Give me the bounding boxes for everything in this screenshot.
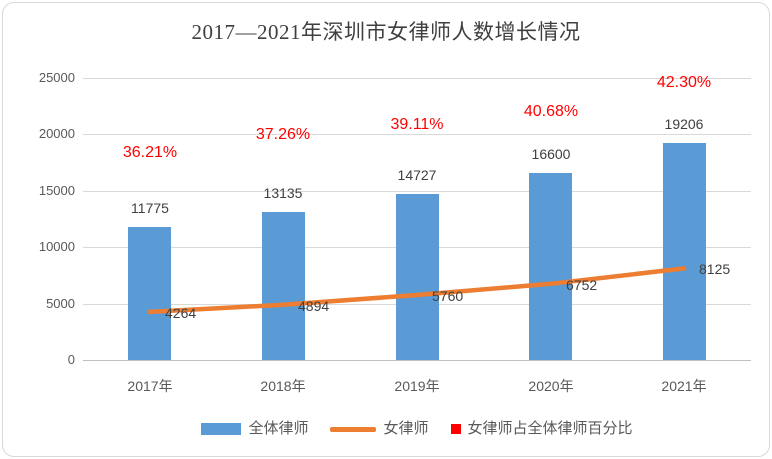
y-axis-tick-label: 10000 bbox=[38, 239, 75, 254]
bar-total-lawyers bbox=[529, 173, 572, 360]
chart-title: 2017—2021年深圳市女律师人数增长情况 bbox=[191, 20, 581, 44]
gridline bbox=[83, 78, 751, 79]
plot-area: 0 5000 10000 15000 20000 25000 11775 13135 14727… bbox=[3, 3, 769, 456]
y-axis-tick-label: 25000 bbox=[38, 70, 75, 85]
bar-series-swatch-icon bbox=[201, 423, 242, 435]
bar-total-lawyers bbox=[262, 212, 305, 360]
legend-item-female-lawyers: 女律师 bbox=[330, 419, 429, 439]
gridline bbox=[83, 191, 751, 192]
y-axis-tick-label: 15000 bbox=[38, 183, 75, 198]
legend-label-percentage: 女律师占全体律师百分比 bbox=[467, 420, 633, 437]
y-axis-tick-label: 20000 bbox=[38, 126, 75, 141]
gridline bbox=[83, 360, 751, 361]
female-lawyers-line bbox=[147, 266, 687, 315]
legend-item-total-lawyers: 全体律师 bbox=[201, 419, 308, 439]
percentage-label: 36.21% bbox=[122, 144, 178, 161]
gridline bbox=[83, 134, 751, 135]
line-value-label: 4894 bbox=[298, 298, 330, 314]
line-value-label: 8125 bbox=[699, 261, 731, 277]
bar-total-lawyers bbox=[396, 194, 439, 360]
bar-total-lawyers bbox=[663, 143, 706, 360]
line-series-swatch-icon bbox=[330, 426, 377, 432]
percent-series-swatch-icon bbox=[450, 424, 461, 434]
bar-value-label: 14727 bbox=[397, 167, 437, 183]
bar-value-label: 11775 bbox=[131, 200, 169, 216]
legend-label-total-lawyers: 全体律师 bbox=[248, 420, 309, 437]
bar-value-label: 19206 bbox=[664, 116, 704, 132]
bar-value-label: 16600 bbox=[531, 146, 571, 162]
x-axis-category-label: 2020年 bbox=[528, 378, 574, 394]
x-axis-category-label: 2019年 bbox=[394, 378, 440, 394]
percentage-label: 37.26% bbox=[255, 126, 311, 143]
percentage-label: 39.11% bbox=[390, 116, 444, 133]
line-value-label: 5760 bbox=[432, 288, 464, 304]
y-axis-tick-label: 5000 bbox=[46, 296, 75, 311]
legend-label-female-lawyers: 女律师 bbox=[383, 420, 429, 437]
legend: 全体律师 女律师 女律师占全体律师百分比 bbox=[83, 414, 751, 444]
percentage-label: 42.30% bbox=[656, 74, 712, 91]
y-axis-tick-label: 0 bbox=[67, 352, 75, 367]
legend-item-percentage: 女律师占全体律师百分比 bbox=[450, 419, 633, 439]
x-axis-category-label: 2018年 bbox=[260, 378, 306, 394]
line-value-label: 6752 bbox=[566, 277, 598, 293]
line-value-label: 4264 bbox=[165, 305, 197, 321]
bar-total-lawyers bbox=[128, 227, 171, 360]
percentage-label: 40.68% bbox=[523, 103, 579, 120]
bar-value-label: 13135 bbox=[263, 185, 303, 201]
x-axis-category-label: 2017年 bbox=[127, 378, 173, 394]
x-axis-category-label: 2021年 bbox=[661, 378, 707, 394]
